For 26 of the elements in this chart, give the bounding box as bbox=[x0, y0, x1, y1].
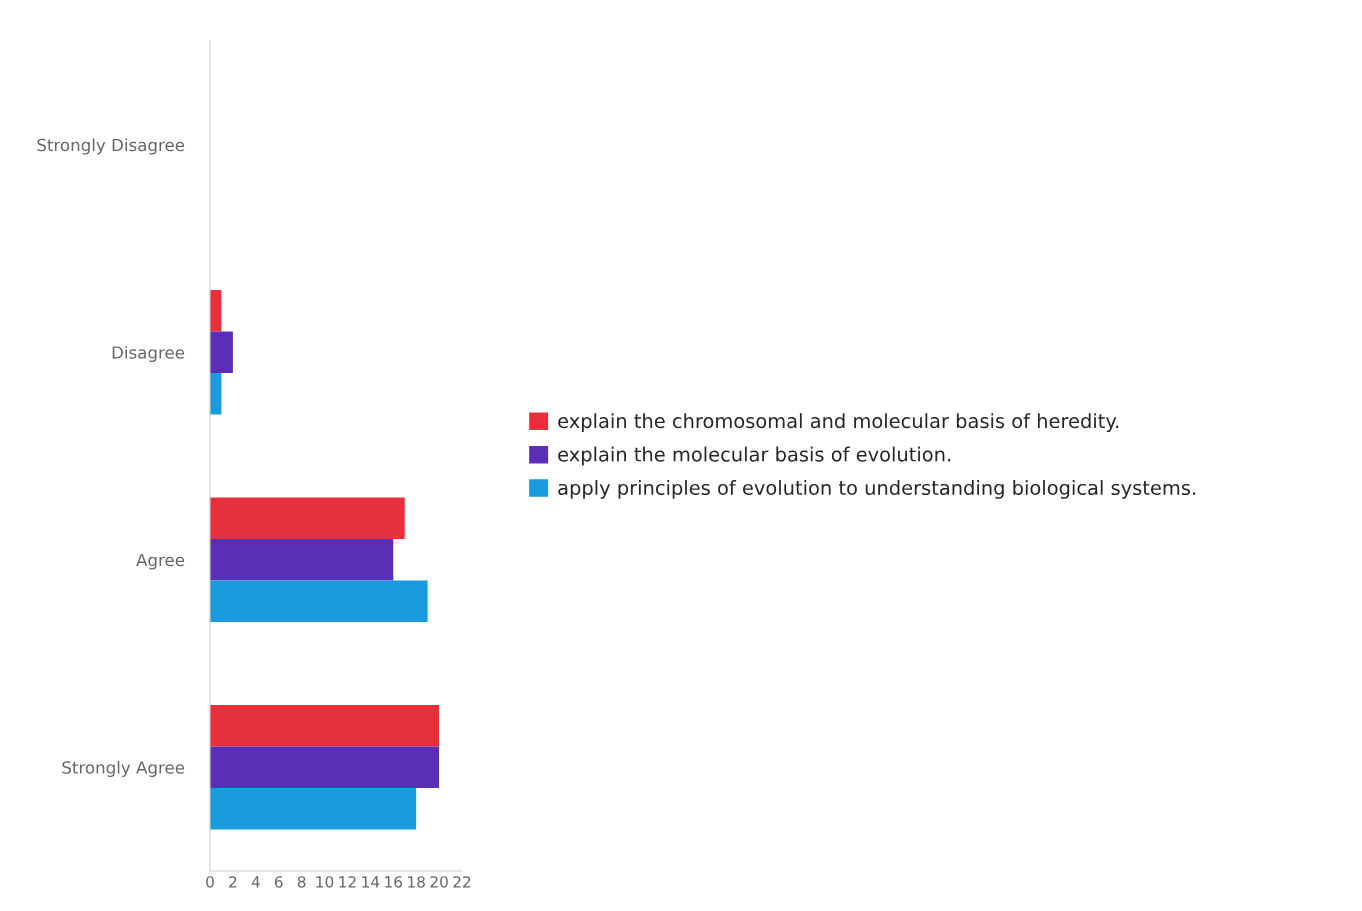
x-tick-label: 4 bbox=[251, 876, 260, 888]
x-tick-label: 16 bbox=[385, 876, 403, 888]
bar bbox=[210, 705, 440, 747]
x-tick-label: 12 bbox=[339, 876, 356, 888]
y-tick-label: Disagree bbox=[112, 345, 185, 363]
bar bbox=[210, 788, 417, 830]
y-tick-label: Agree bbox=[136, 553, 185, 570]
legend-label: explain the chromosomal and molecular basis of heredity. bbox=[558, 413, 1119, 433]
x-tick-label: 6 bbox=[274, 876, 283, 888]
x-tick-label: 18 bbox=[408, 876, 425, 888]
x-tick-label: 0 bbox=[206, 876, 214, 888]
bar bbox=[210, 746, 440, 788]
x-tick-label: 2 bbox=[229, 876, 237, 888]
x-tick-label: 22 bbox=[453, 876, 471, 888]
x-tick-label: 14 bbox=[362, 876, 380, 888]
x-tick-label: 10 bbox=[316, 876, 334, 888]
x-tick-label: 8 bbox=[297, 876, 306, 888]
y-tick-label: Strongly Agree bbox=[62, 760, 185, 778]
bar bbox=[210, 331, 233, 373]
legend-label: explain the molecular basis of evolution. bbox=[558, 446, 951, 466]
bar bbox=[210, 539, 394, 581]
bar bbox=[210, 580, 428, 622]
legend-label: apply principles of evolution to understanding biological systems. bbox=[558, 480, 1196, 499]
y-tick-label: Strongly Disagree bbox=[37, 138, 185, 155]
bar bbox=[210, 497, 405, 539]
x-tick-label: 20 bbox=[430, 876, 448, 888]
